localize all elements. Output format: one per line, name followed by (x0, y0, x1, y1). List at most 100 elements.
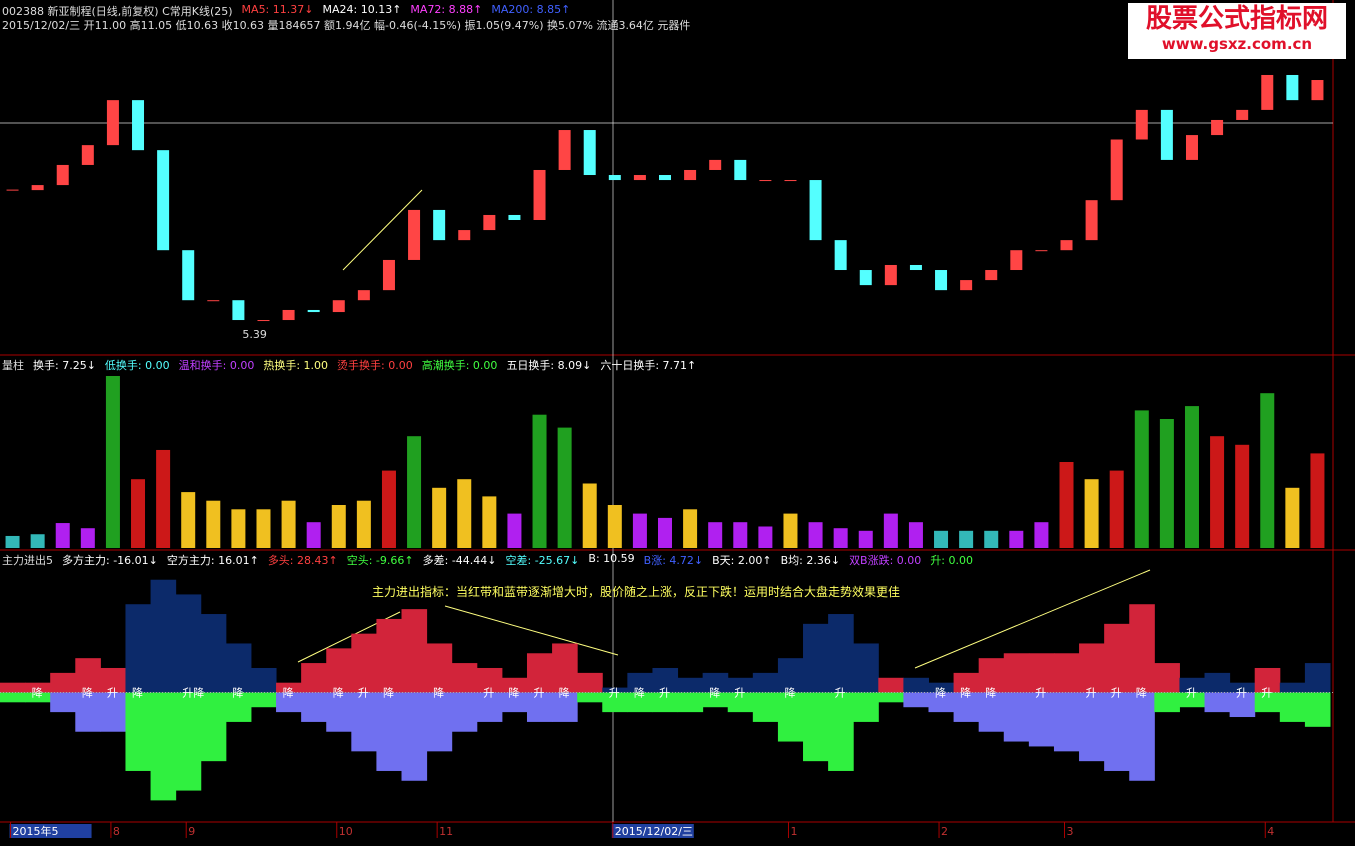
volume-bar (883, 513, 898, 548)
low-label: 5.39 (242, 328, 267, 341)
bear-band (727, 692, 754, 713)
signal-label: 降 (82, 686, 93, 700)
bear-band (1053, 692, 1080, 752)
signal-label: 降 (383, 686, 394, 700)
candle (734, 159, 747, 181)
signal-label: 升降 (182, 686, 204, 700)
bull-band (1053, 653, 1080, 693)
candle (382, 259, 395, 291)
signal-label: 升 (835, 687, 846, 700)
volume-bar (934, 530, 949, 548)
candle (533, 169, 546, 221)
candle (985, 270, 998, 281)
bull-band (526, 653, 553, 693)
stat-label: 空差: -25.67↓ (505, 554, 580, 567)
indicator-note: 主力进出指标：当红带和蓝带逐渐增大时，股价随之上涨，反正下跌！运用时结合大盘走势… (372, 585, 901, 599)
bear-band (853, 692, 879, 722)
bull-band (978, 658, 1005, 693)
bear-band (426, 692, 453, 752)
bear-band (1154, 692, 1180, 713)
signal-label: 升 (1236, 687, 1247, 700)
candle (909, 264, 922, 271)
volume-bar (331, 505, 346, 548)
bull-band (677, 677, 704, 693)
candle (684, 169, 697, 181)
candle (1010, 250, 1023, 271)
stat-label: 多头: 28.43↑ (267, 554, 338, 567)
bear-band (0, 692, 26, 703)
bull-band (1154, 663, 1180, 693)
stat-label: B天: 2.00↑ (712, 554, 772, 567)
trend-arrow (444, 605, 619, 656)
bear-band (225, 692, 252, 722)
bull-band (752, 672, 779, 693)
volume-bar (858, 530, 873, 548)
stat-label: 温和换手: 0.00 (178, 359, 255, 372)
volume-bar (607, 505, 622, 548)
bull-band (853, 643, 879, 693)
price-header: 002388 新亚制程(日线,前复权) C常用K线(25) MA5: 11.37↓… (2, 3, 570, 19)
volume-bar (557, 427, 572, 548)
candle (458, 230, 471, 241)
bear-band (1104, 692, 1130, 771)
signal-label: 降 (634, 686, 645, 700)
stat-label: 五日换手: 8.09↓ (506, 359, 592, 372)
bull-band (25, 682, 51, 693)
bear-band (1279, 692, 1306, 722)
bull-band (1204, 672, 1231, 693)
x-tick-label: 11 (439, 825, 453, 838)
x-tick-label: 2015/12/02/三 (615, 825, 693, 838)
bull-band (250, 667, 277, 693)
bull-band (75, 658, 101, 693)
candle (784, 180, 797, 182)
bear-band (878, 692, 904, 703)
candle (282, 309, 295, 321)
candle (659, 175, 671, 181)
candle (307, 309, 320, 313)
candle (433, 209, 446, 241)
volume-bar (808, 522, 823, 548)
bear-band (828, 692, 854, 771)
stat-label: B均: 2.36↓ (780, 554, 841, 567)
signal-label: 降 (333, 686, 344, 700)
stat-label: 升: 0.00 (930, 554, 974, 567)
volume-bar (1235, 444, 1250, 548)
bull-band (828, 614, 854, 693)
bull-band (50, 672, 76, 693)
bull-band (1304, 663, 1331, 693)
bull-band (451, 663, 478, 693)
watermark-title: 股票公式指标网 (1145, 4, 1328, 34)
bear-band (777, 692, 804, 742)
bear-band (978, 692, 1005, 732)
bear-band (250, 692, 277, 708)
signal-label: 降 (559, 686, 570, 700)
bear-band (752, 692, 779, 722)
stat-label: 量柱 (2, 359, 24, 372)
signal-label: 升 (534, 687, 545, 700)
candle (935, 270, 948, 291)
signal-label: 升 (358, 687, 369, 700)
bear-band (677, 692, 704, 713)
bull-band (225, 643, 252, 693)
candle (31, 185, 44, 191)
bull-band (200, 614, 227, 693)
candle (332, 300, 345, 313)
candle (483, 214, 496, 231)
candle (960, 280, 973, 291)
stat-label: MA24: 10.13↑ (322, 3, 402, 16)
quote-info: 2015/12/02/三 开11.00 高11.05 低10.63 收10.63… (2, 19, 691, 32)
stat-label: 低换手: 0.00 (104, 359, 170, 372)
signal-label: 升 (1035, 687, 1046, 700)
signal-label: 降 (433, 686, 444, 700)
bull-band (351, 633, 377, 693)
stat-label: MA72: 8.88↑ (410, 3, 483, 16)
bull-band (627, 672, 653, 693)
candle (1185, 135, 1198, 160)
volume-bar (658, 517, 672, 548)
bear-band (652, 692, 679, 713)
candle (1135, 109, 1148, 140)
candle (106, 100, 119, 146)
bear-band (577, 692, 603, 703)
volume-bar (733, 522, 748, 548)
